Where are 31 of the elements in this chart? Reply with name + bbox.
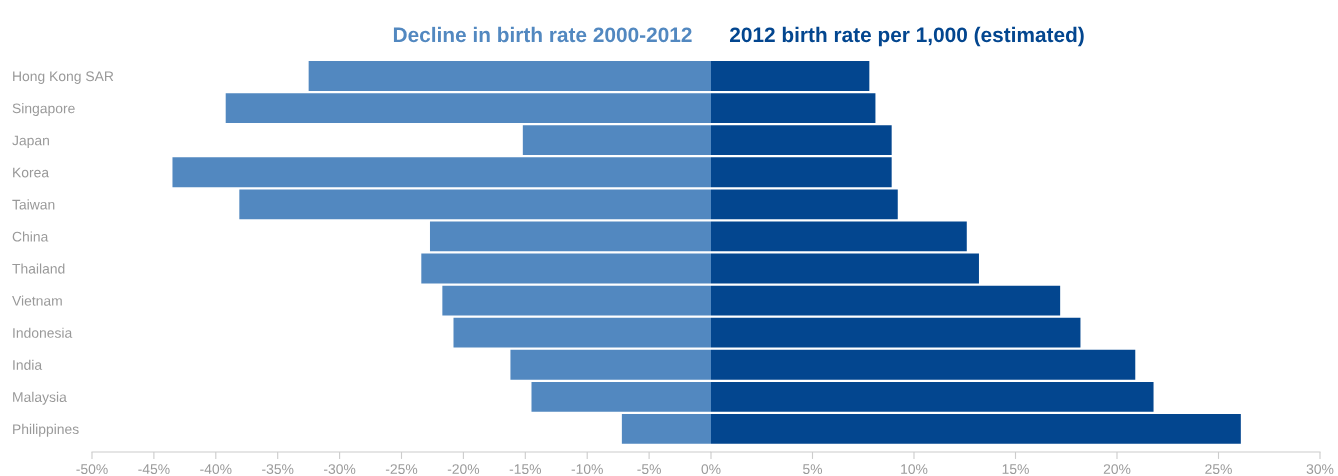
x-tick-label: -15% xyxy=(509,464,542,475)
x-tick-label: -45% xyxy=(138,464,170,475)
y-tick-label: China xyxy=(12,231,49,242)
x-tick-label: 0% xyxy=(701,464,721,475)
x-tick-label: 5% xyxy=(803,464,823,475)
x-tick-label: 15% xyxy=(1002,464,1029,475)
x-tick-label: 20% xyxy=(1103,464,1131,475)
x-tick-label: -5% xyxy=(637,464,661,475)
x-tick-label: 30% xyxy=(1306,464,1334,475)
y-tick-label: Philippines xyxy=(13,423,79,437)
y-tick-label: Indonesia xyxy=(13,327,73,338)
x-tick-label: -10% xyxy=(571,464,603,475)
y-tick-label: Taiwan xyxy=(12,199,55,210)
y-tick-label: India xyxy=(13,359,43,370)
y-tick-label: Thailand xyxy=(12,263,65,274)
x-tick-label: -20% xyxy=(447,464,480,475)
y-tick-label: Korea xyxy=(13,167,50,178)
x-tick-label: -50% xyxy=(76,464,108,475)
chart-title: Decline in birth rate 2000-2012 xyxy=(393,26,692,43)
x-tick-label: -30% xyxy=(324,464,356,475)
y-tick-label: Singapore xyxy=(12,103,75,117)
y-tick-label: Vietnam xyxy=(12,295,62,306)
y-tick-label: Japan xyxy=(12,135,49,149)
x-tick-label: -40% xyxy=(200,464,232,475)
x-tick-label: 25% xyxy=(1205,464,1232,475)
y-tick-label: Hong Kong SAR xyxy=(13,71,114,84)
y-tick-label: Malaysia xyxy=(13,391,67,405)
chart-title: 2012 birth rate per 1,000 (estimated) xyxy=(729,26,1084,47)
x-tick-label: -35% xyxy=(262,464,294,475)
x-tick-label: 10% xyxy=(901,464,928,475)
x-tick-label: -25% xyxy=(385,464,418,475)
